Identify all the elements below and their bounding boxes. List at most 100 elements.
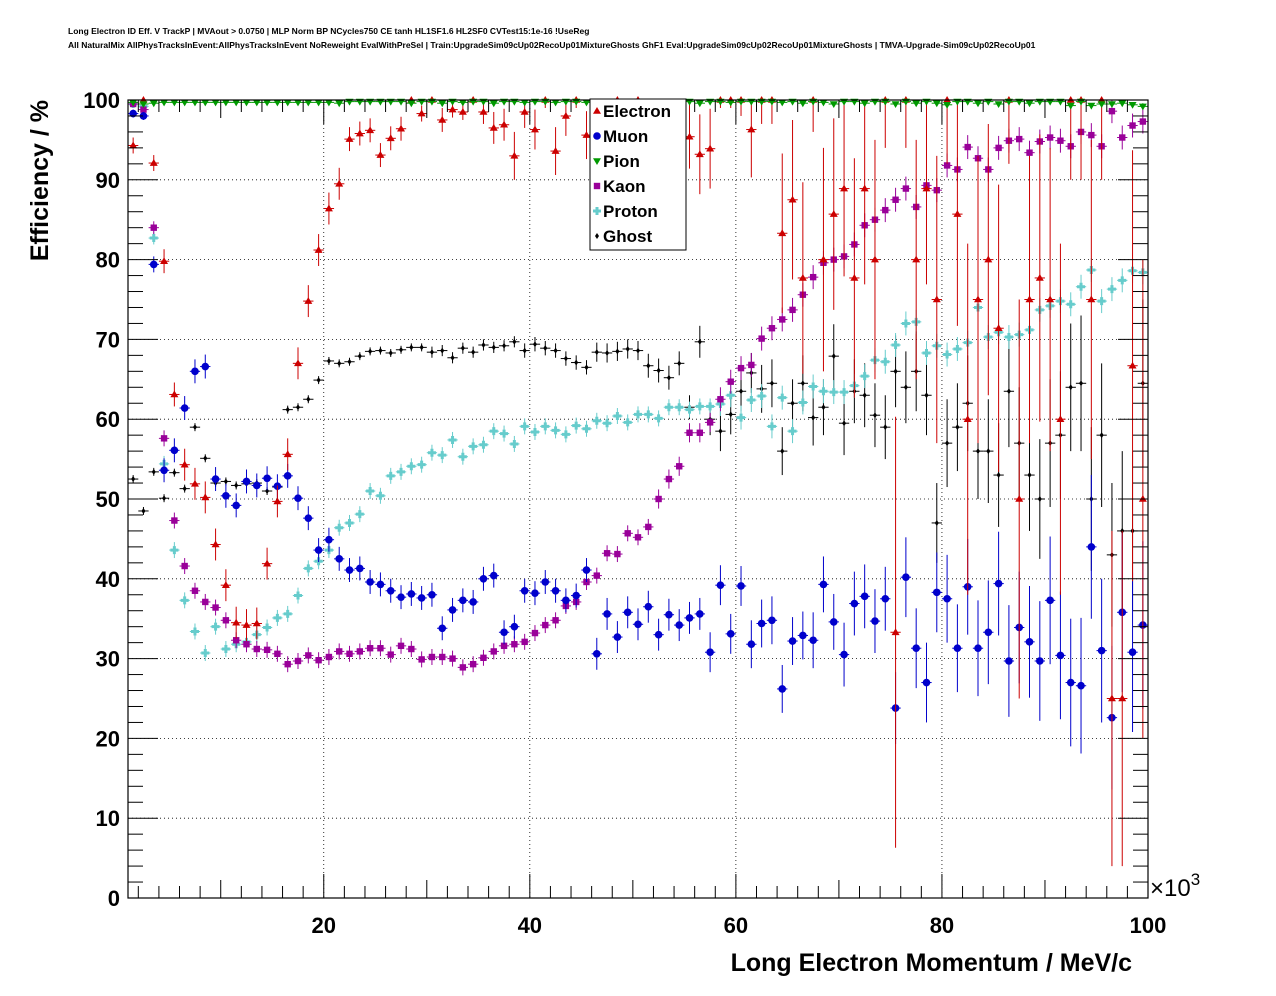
- kaon-point: [395, 637, 407, 654]
- electron-marker: [304, 297, 313, 304]
- ghost-marker: [1037, 496, 1042, 502]
- pion-point: [323, 99, 335, 107]
- ghost-point: [1034, 439, 1045, 559]
- proton-point: [818, 379, 829, 404]
- proton-point: [540, 418, 551, 435]
- muon-point: [261, 466, 273, 491]
- muon-marker: [654, 630, 663, 639]
- ghost-point: [158, 494, 170, 503]
- ghost-marker: [378, 347, 383, 354]
- ghost-marker: [955, 424, 960, 431]
- proton-marker: [1107, 285, 1116, 294]
- muon-point: [1055, 591, 1066, 720]
- pion-marker: [304, 99, 313, 107]
- muon-point: [869, 589, 881, 654]
- kaon-marker: [665, 475, 673, 483]
- kaon-point: [962, 135, 973, 160]
- muon-point: [828, 593, 839, 650]
- proton-marker: [355, 510, 364, 519]
- electron-marker: [695, 150, 704, 158]
- proton-marker: [603, 419, 612, 428]
- proton-marker: [675, 403, 684, 412]
- ghost-point: [395, 345, 407, 354]
- pion-marker: [190, 99, 199, 107]
- kaon-point: [169, 512, 180, 529]
- kaon-point: [540, 617, 551, 634]
- kaon-marker: [243, 641, 250, 648]
- proton-marker: [469, 442, 478, 451]
- ghost-marker: [512, 338, 517, 345]
- electron-point: [818, 147, 829, 372]
- kaon-point: [447, 650, 458, 667]
- pion-point: [1106, 101, 1118, 108]
- muon-marker: [222, 492, 230, 500]
- muon-point: [880, 566, 891, 631]
- kaon-point: [663, 469, 675, 489]
- electron-marker: [438, 115, 447, 123]
- proton-marker: [767, 422, 776, 431]
- kaon-point: [1044, 125, 1056, 150]
- muon-marker: [685, 614, 694, 622]
- ghost-point: [828, 324, 839, 389]
- muon-marker: [294, 494, 302, 503]
- muon-marker: [716, 581, 725, 589]
- electron-point: [529, 109, 541, 150]
- muon-marker: [541, 578, 550, 586]
- proton-marker: [829, 388, 838, 397]
- ghost-point: [519, 343, 530, 358]
- kaon-point: [715, 387, 726, 412]
- kaon-marker: [789, 306, 796, 314]
- electron-point: [231, 606, 242, 639]
- proton-marker: [458, 452, 467, 461]
- muon-marker: [778, 685, 787, 693]
- ghost-point: [437, 344, 448, 357]
- kaon-marker: [1088, 131, 1095, 139]
- pion-point: [1117, 100, 1128, 108]
- legend-marker-muon: [593, 132, 601, 140]
- muon-marker: [149, 260, 158, 269]
- ghost-point: [468, 346, 479, 358]
- ghost-point: [663, 365, 675, 390]
- muon-marker: [582, 566, 591, 574]
- proton-point: [571, 417, 582, 434]
- muon-point: [509, 614, 520, 639]
- proton-point: [354, 506, 365, 523]
- electron-marker: [778, 229, 787, 237]
- kaon-marker: [995, 144, 1002, 152]
- ghost-point: [334, 359, 345, 368]
- pion-marker: [273, 99, 282, 107]
- proton-point: [303, 560, 314, 577]
- electron-point: [364, 118, 376, 143]
- proton-point: [880, 349, 891, 374]
- muon-point: [303, 506, 314, 531]
- y-tick-label: 40: [96, 567, 120, 592]
- ghost-marker: [934, 519, 939, 526]
- muon-marker: [448, 606, 457, 614]
- proton-marker: [201, 649, 210, 658]
- muon-marker: [520, 586, 529, 595]
- electron-point: [1003, 96, 1015, 164]
- ghost-point: [581, 360, 592, 375]
- muon-point: [952, 604, 963, 693]
- proton-point: [488, 423, 499, 440]
- pion-point: [303, 99, 314, 107]
- ghost-marker: [481, 341, 486, 348]
- pion-point: [931, 100, 942, 108]
- electron-point: [457, 103, 468, 120]
- muon-marker: [160, 466, 168, 475]
- electron-point: [210, 528, 221, 561]
- proton-point: [921, 340, 932, 365]
- proton-point: [1003, 325, 1015, 349]
- kaon-marker: [428, 653, 436, 661]
- proton-point: [797, 390, 808, 415]
- ghost-marker: [1099, 432, 1104, 439]
- kaon-point: [674, 456, 685, 476]
- electron-point: [1034, 134, 1045, 422]
- ghost-marker: [532, 341, 537, 348]
- y-tick-label: 70: [96, 327, 120, 352]
- muon-marker: [562, 596, 570, 605]
- ghost-marker: [831, 353, 836, 360]
- electron-marker: [561, 111, 570, 119]
- muon-point: [972, 600, 984, 697]
- ghost-point: [282, 405, 293, 414]
